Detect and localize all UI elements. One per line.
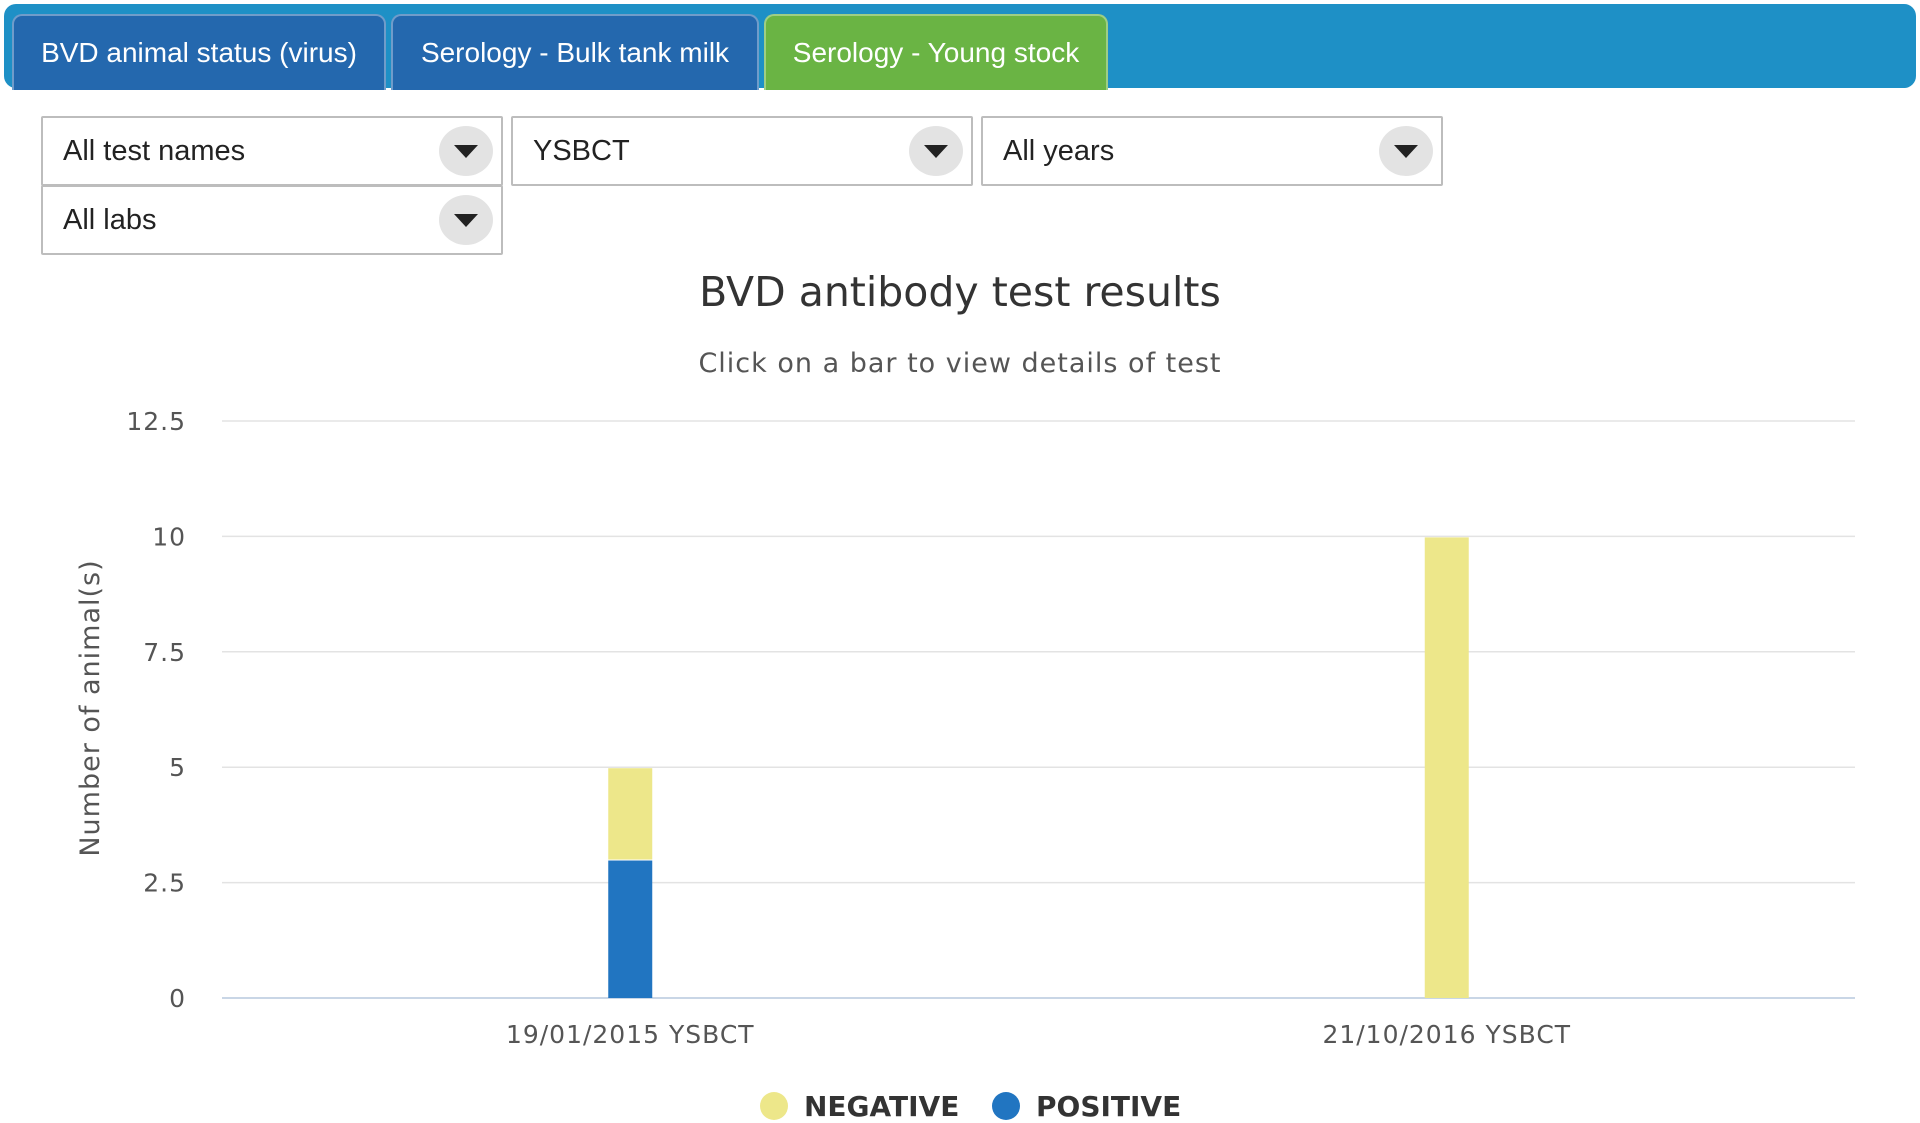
year-select[interactable]: All years [981,116,1443,186]
bar-negative-1[interactable] [608,768,653,860]
lab-select-value: All labs [63,204,157,236]
x-tick-label: 21/10/2016 YSBCT [1322,1020,1571,1049]
legend-item-negative[interactable]: NEGATIVE [760,1088,959,1123]
tab-bar: BVD animal status (virus) Serology - Bul… [4,4,1916,90]
x-axis-ticks: 19/01/2015 YSBCT 21/10/2016 YSBCT [506,1020,1571,1049]
y-tick-label: 5 [169,753,186,782]
legend-label-negative: NEGATIVE [804,1089,960,1123]
chevron-down-icon[interactable] [439,126,493,176]
y-tick-label: 2.5 [143,869,186,898]
legend-item-positive[interactable]: POSITIVE [992,1088,1181,1123]
y-tick-label: 10 [152,522,186,551]
chevron-down-icon[interactable] [1379,126,1433,176]
tab-serology-young-stock[interactable]: Serology - Young stock [764,14,1108,90]
test-code-select-value: YSBCT [533,135,630,167]
bar-positive-1[interactable] [608,860,653,998]
chevron-down-icon[interactable] [439,195,493,245]
y-tick-label: 0 [169,984,186,1013]
lab-select[interactable]: All labs [41,185,503,255]
test-name-select-value: All test names [63,135,246,167]
legend-label-positive: POSITIVE [1036,1089,1182,1123]
year-select-value: All years [1003,135,1115,167]
chart-subtitle: Click on a bar to view details of test [698,348,1222,379]
test-name-select[interactable]: All test names [41,116,503,186]
bars [608,537,1469,998]
negative-legend-marker [760,1092,788,1120]
y-tick-label: 7.5 [143,638,186,667]
test-code-select[interactable]: YSBCT [511,116,973,186]
y-axis-ticks: 0 2.5 5 7.5 10 12.5 [126,407,186,1013]
tab-serology-bulk-tank-milk[interactable]: Serology - Bulk tank milk [391,14,759,90]
chevron-down-icon[interactable] [909,126,963,176]
bar-negative-2[interactable] [1424,537,1469,998]
chart-title: BVD antibody test results [699,268,1221,316]
y-tick-label: 12.5 [126,407,186,436]
positive-legend-marker [992,1092,1020,1120]
y-axis-label: Number of animal(s) [75,559,106,856]
tab-bvd-animal-status[interactable]: BVD animal status (virus) [12,14,386,90]
x-tick-label: 19/01/2015 YSBCT [506,1020,755,1049]
gridlines [222,420,1855,999]
